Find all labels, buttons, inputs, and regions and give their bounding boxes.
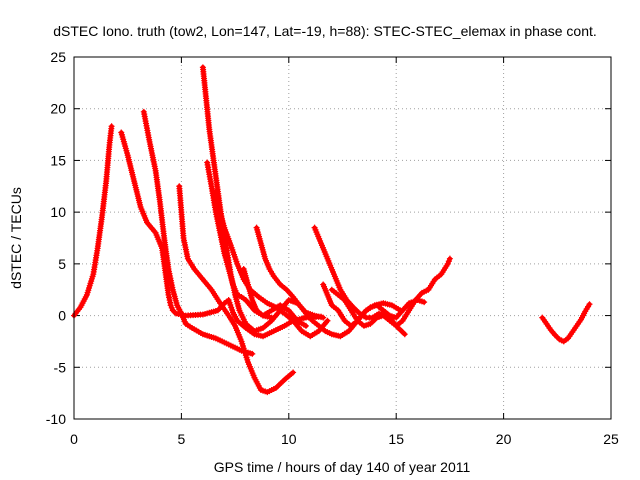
data-point: [290, 369, 297, 376]
data-point: [320, 314, 327, 321]
y-tick-labels: -10 -5 0 5 10 15 20 25: [46, 49, 66, 427]
series-line: [200, 65, 326, 334]
x-tick-label: 10: [281, 431, 297, 447]
data-point: [446, 255, 453, 262]
data-point: [586, 301, 593, 308]
data-point: [268, 314, 275, 321]
data-point: [249, 350, 256, 357]
series-arc-8: [240, 266, 309, 329]
x-tick-label: 20: [496, 431, 512, 447]
x-tick-label: 25: [603, 431, 619, 447]
data-point: [324, 317, 331, 324]
series-arc-12: [328, 255, 453, 329]
grid-layer: [74, 57, 611, 419]
y-axis-label: dSTEC / TECUs: [8, 187, 24, 289]
y-tick-label: -5: [54, 359, 67, 375]
y-tick-label: 25: [50, 49, 66, 65]
y-tick-label: -10: [46, 411, 66, 427]
y-tick-label: 10: [50, 204, 66, 220]
y-tick-label: 0: [58, 308, 66, 324]
x-tick-labels: 0 5 10 15 20 25: [70, 431, 619, 447]
series-arc-13: [539, 301, 593, 345]
data-point: [302, 322, 309, 329]
plot-frame: [73, 56, 612, 420]
y-tick-label: 15: [50, 152, 66, 168]
y-tick-label: 5: [58, 256, 66, 272]
data-point: [401, 331, 408, 338]
series-line: [540, 301, 592, 344]
x-axis-label: GPS time / hours of day 140 of year 2011: [214, 459, 471, 475]
x-tick-label: 0: [70, 431, 78, 447]
series-line: [71, 124, 114, 318]
series-arc-4: [176, 183, 297, 396]
series-arc-1: [71, 123, 115, 319]
tick-layer: [73, 56, 612, 420]
data-point: [421, 299, 428, 306]
data-layer: [71, 64, 593, 396]
chart-title: dSTEC Iono. truth (tow2, Lon=147, Lat=-1…: [53, 23, 597, 39]
data-point: [108, 123, 115, 130]
x-tick-label: 5: [178, 431, 186, 447]
y-tick-label: 20: [50, 101, 66, 117]
series-arc-3: [140, 108, 256, 357]
x-tick-label: 15: [388, 431, 404, 447]
